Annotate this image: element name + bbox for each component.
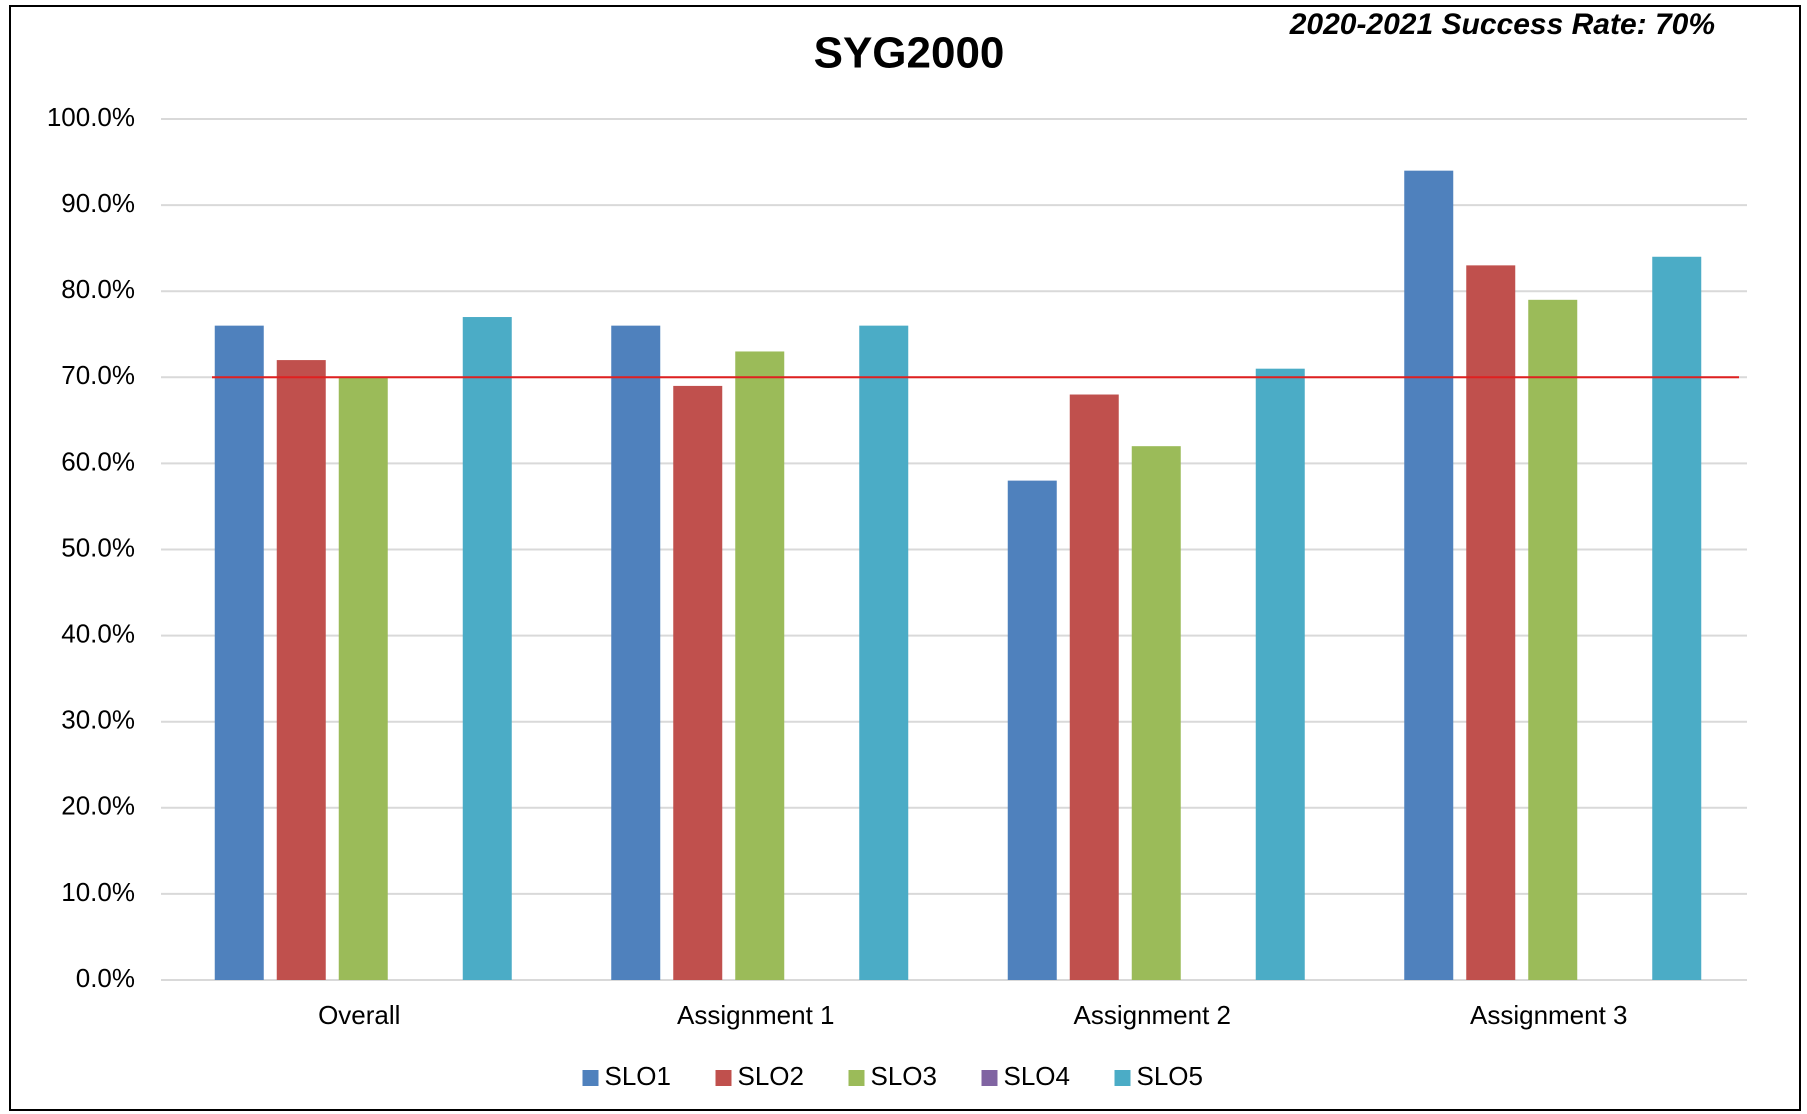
bar [1466, 265, 1516, 980]
legend-label: SLO5 [1137, 1061, 1204, 1091]
y-tick-label: 0.0% [76, 963, 135, 993]
bar [611, 325, 661, 980]
legend-swatch [1114, 1070, 1131, 1086]
legend-swatch [981, 1070, 998, 1086]
chart-border [9, 5, 1801, 1111]
legend-swatch [715, 1070, 732, 1086]
bar [1652, 256, 1702, 980]
chart-title: SYG2000 [814, 29, 1005, 78]
y-tick-label: 80.0% [61, 274, 135, 304]
bar [1404, 170, 1454, 980]
y-tick-label: 20.0% [61, 791, 135, 821]
bar [338, 377, 388, 980]
y-tick-label: 70.0% [61, 360, 135, 390]
y-tick-label: 10.0% [61, 877, 135, 907]
bar [735, 351, 785, 981]
bar [673, 385, 723, 980]
y-tick-label: 50.0% [61, 532, 135, 562]
y-tick-label: 100.0% [47, 102, 135, 132]
y-tick-label: 30.0% [61, 705, 135, 735]
x-tick-label: Overall [318, 1000, 400, 1030]
annotation: 2020-2021 Success Rate: 70% [1289, 8, 1715, 41]
legend-label: SLO1 [605, 1061, 672, 1091]
bar [214, 325, 264, 980]
bar [1255, 368, 1305, 980]
bar [1007, 480, 1057, 980]
y-tick-label: 40.0% [61, 618, 135, 648]
y-tick-label: 90.0% [61, 188, 135, 218]
legend-label: SLO3 [871, 1061, 938, 1091]
legend-swatch [848, 1070, 865, 1086]
bar [1528, 299, 1578, 980]
x-tick-label: Assignment 3 [1470, 1000, 1628, 1030]
x-tick-label: Assignment 2 [1073, 1000, 1231, 1030]
x-tick-label: Assignment 1 [677, 1000, 835, 1030]
bar [859, 325, 909, 980]
bar [276, 360, 326, 981]
bar [1069, 394, 1119, 980]
y-tick-label: 60.0% [61, 446, 135, 476]
bar [462, 317, 512, 980]
bar [1131, 446, 1181, 980]
legend-swatch [582, 1070, 599, 1086]
legend-label: SLO4 [1004, 1061, 1071, 1091]
legend-label: SLO2 [738, 1061, 805, 1091]
